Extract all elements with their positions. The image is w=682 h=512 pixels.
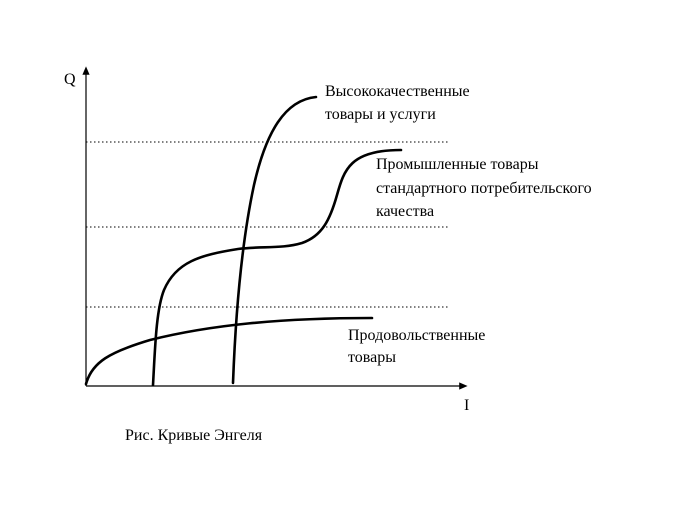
curve-luxury bbox=[231, 95, 318, 385]
y-axis-label: Q bbox=[64, 71, 76, 88]
label-luxury: Высококачественные товары и услуги bbox=[325, 83, 474, 123]
label-food: Продовольственные товары bbox=[348, 327, 489, 366]
x-axis-label: I bbox=[464, 397, 469, 414]
label-industrial: Промышленные товары стандартного потреби… bbox=[376, 156, 596, 220]
curve-industrial bbox=[151, 148, 403, 387]
figure-caption: Рис. Кривые Энгеля bbox=[125, 427, 263, 444]
curve-food bbox=[84, 316, 374, 386]
